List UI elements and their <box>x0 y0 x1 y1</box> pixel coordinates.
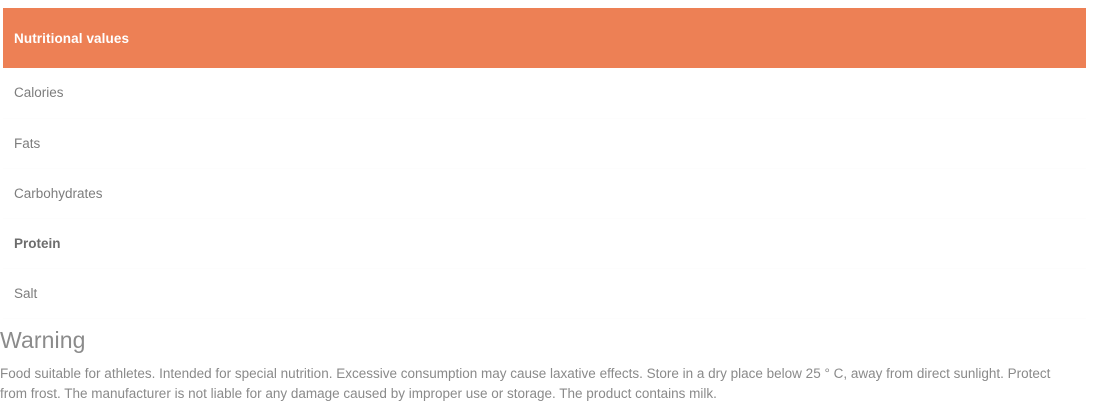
warning-title: Warning <box>0 327 86 353</box>
table-row: Carbohydrates 5 g <box>3 168 1086 219</box>
row-label: Fats <box>3 118 663 169</box>
table-body: Calories 141 kcal Fats 4 g Carbohydrates… <box>3 68 1086 319</box>
row-label: Salt <box>3 268 663 319</box>
row-label: Protein <box>3 218 663 269</box>
table-header-row: Nutritional values 1 dose (35 g) <box>3 8 1086 68</box>
row-value: 4 g <box>663 118 1086 169</box>
table-row: Salt 0 g <box>3 268 1086 319</box>
table-row: Fats 4 g <box>3 118 1086 169</box>
warning-section: Warning Food suitable for athletes. Inte… <box>0 325 1085 404</box>
row-value: 5 g <box>663 168 1086 219</box>
warning-body-text: Food suitable for athletes. Intended for… <box>0 366 1051 401</box>
row-value: 141 kcal <box>663 68 1086 119</box>
table-header: Nutritional values 1 dose (35 g) <box>3 8 1086 68</box>
row-value: 21 g <box>663 218 1086 269</box>
row-label: Carbohydrates <box>3 168 663 219</box>
table-row: Calories 141 kcal <box>3 68 1086 119</box>
table-header-serving: 1 dose (35 g) <box>663 8 1086 68</box>
table-header-label: Nutritional values <box>14 30 130 46</box>
row-label: Calories <box>3 68 663 119</box>
table-row: Protein 21 g <box>3 218 1086 269</box>
nutritional-values-table: Nutritional values 1 dose (35 g) Calorie… <box>3 8 1086 319</box>
row-value: 0 g <box>663 268 1086 319</box>
